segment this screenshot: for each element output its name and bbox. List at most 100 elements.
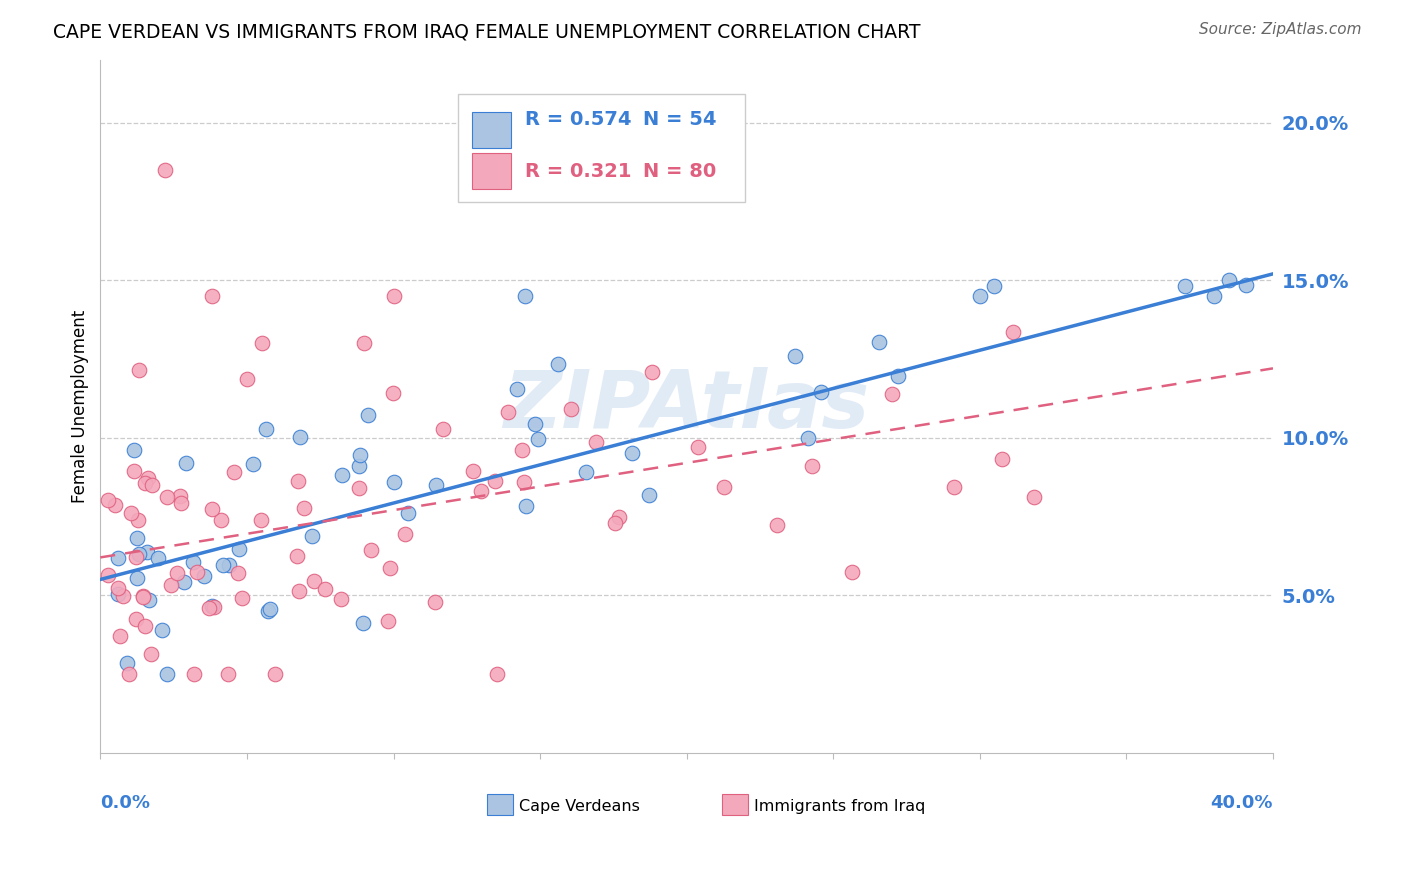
Point [547, 357, 569, 371]
Point [785, 349, 807, 363]
Point [506, 382, 529, 396]
Point [637, 488, 659, 502]
Point [250, 513, 273, 527]
Point [134, 475, 156, 490]
Point [560, 402, 582, 417]
Point [107, 550, 129, 565]
Point [983, 279, 1005, 293]
Point [202, 600, 225, 615]
Point [378, 561, 401, 575]
Point [264, 667, 287, 681]
Point [132, 589, 155, 603]
Point [120, 506, 142, 520]
Point [796, 431, 818, 445]
Text: Source: ZipAtlas.com: Source: ZipAtlas.com [1198, 22, 1361, 37]
Point [357, 408, 380, 422]
Point [186, 565, 208, 579]
Point [127, 513, 149, 527]
Point [209, 513, 232, 527]
Point [513, 475, 536, 489]
Point [259, 602, 281, 616]
Point [183, 667, 205, 681]
Point [527, 432, 550, 446]
Point [425, 478, 447, 492]
FancyBboxPatch shape [721, 794, 748, 815]
Point [124, 443, 146, 458]
Point [141, 478, 163, 492]
Point [496, 405, 519, 419]
Point [254, 422, 277, 436]
FancyBboxPatch shape [472, 153, 510, 189]
Text: N = 80: N = 80 [644, 161, 717, 181]
Point [640, 365, 662, 379]
Text: R = 0.574: R = 0.574 [524, 111, 631, 129]
Point [125, 611, 148, 625]
Text: N = 54: N = 54 [644, 111, 717, 129]
Point [201, 501, 224, 516]
Point [886, 369, 908, 384]
Point [1174, 279, 1197, 293]
Point [382, 289, 405, 303]
Point [396, 506, 419, 520]
Point [125, 549, 148, 564]
Point [107, 581, 129, 595]
Point [515, 289, 537, 303]
Point [484, 474, 506, 488]
Point [212, 558, 235, 573]
Point [112, 589, 135, 603]
Point [382, 475, 405, 489]
Point [146, 551, 169, 566]
Point [250, 336, 273, 351]
Point [377, 614, 399, 628]
Point [302, 574, 325, 588]
Point [1001, 325, 1024, 339]
Point [122, 464, 145, 478]
Point [173, 574, 195, 589]
Text: 40.0%: 40.0% [1211, 795, 1272, 813]
Point [104, 498, 127, 512]
Point [360, 543, 382, 558]
Point [990, 451, 1012, 466]
Y-axis label: Female Unemployment: Female Unemployment [72, 310, 89, 503]
Point [287, 475, 309, 489]
Point [201, 289, 224, 303]
Point [132, 590, 155, 604]
Point [222, 465, 245, 479]
Point [605, 516, 627, 530]
Point [198, 600, 221, 615]
Point [765, 517, 787, 532]
Point [943, 480, 966, 494]
Point [159, 577, 181, 591]
Point [170, 496, 193, 510]
Point [96, 567, 118, 582]
FancyBboxPatch shape [488, 794, 513, 815]
Point [463, 465, 485, 479]
Point [110, 629, 132, 643]
Point [128, 363, 150, 377]
Point [868, 334, 890, 349]
Point [125, 531, 148, 545]
Point [288, 430, 311, 444]
Point [115, 656, 138, 670]
Point [353, 336, 375, 351]
Point [228, 566, 250, 580]
Point [150, 623, 173, 637]
Point [1204, 289, 1226, 303]
Point [139, 647, 162, 661]
Point [288, 584, 311, 599]
Point [97, 492, 120, 507]
Point [523, 417, 546, 431]
Point [713, 480, 735, 494]
Point [969, 289, 991, 303]
FancyBboxPatch shape [472, 112, 510, 148]
Point [231, 591, 253, 606]
Point [349, 449, 371, 463]
Point [432, 422, 454, 436]
Point [352, 616, 374, 631]
Text: Cape Verdeans: Cape Verdeans [519, 798, 640, 814]
Point [118, 667, 141, 681]
Point [181, 555, 204, 569]
Point [285, 549, 308, 564]
Text: CAPE VERDEAN VS IMMIGRANTS FROM IRAQ FEMALE UNEMPLOYMENT CORRELATION CHART: CAPE VERDEAN VS IMMIGRANTS FROM IRAQ FEM… [53, 22, 921, 41]
Point [329, 592, 352, 607]
